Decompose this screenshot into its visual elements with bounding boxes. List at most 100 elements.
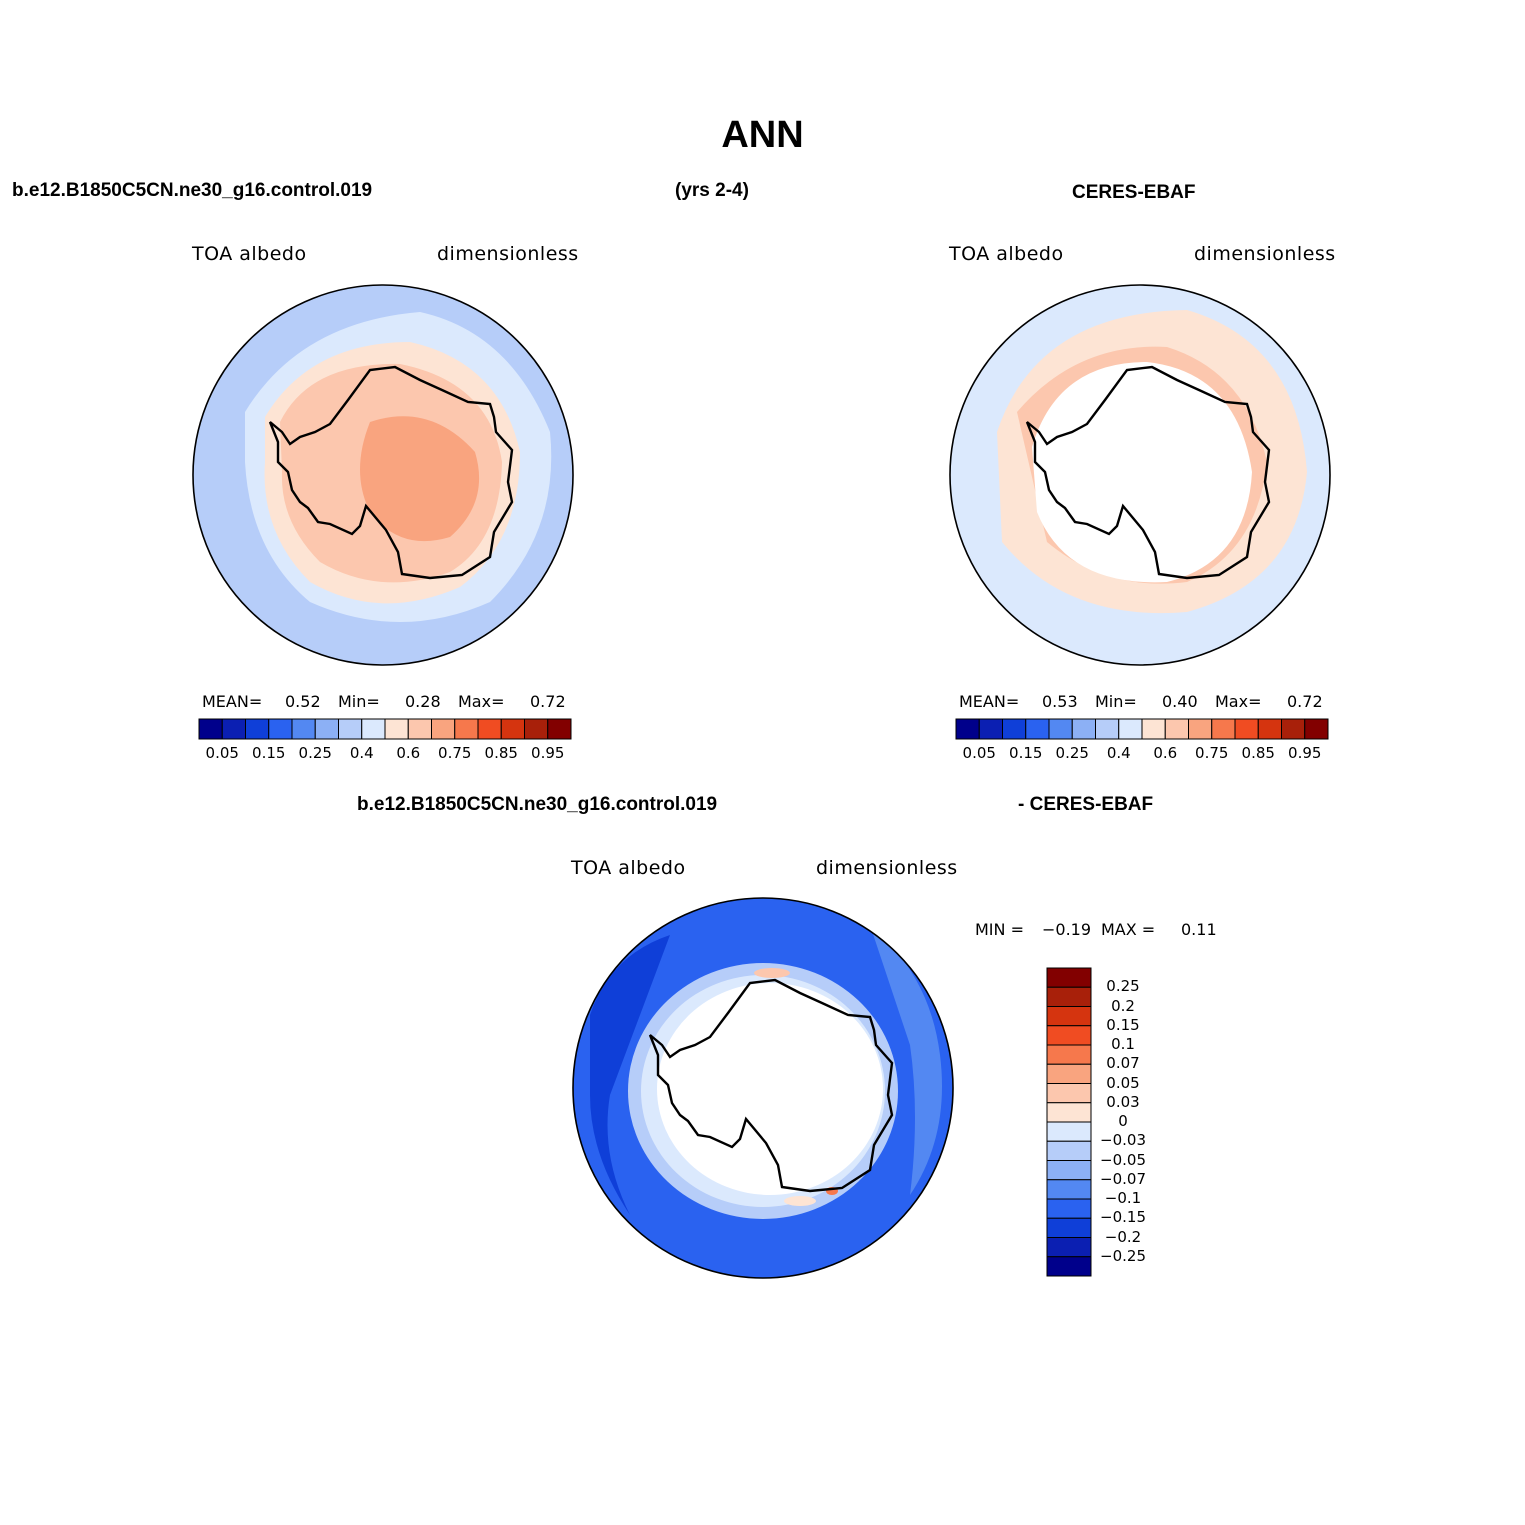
obs-max-value: 0.72	[1287, 692, 1323, 711]
colorbar-tick-label: −0.03	[1100, 1131, 1146, 1150]
colorbar-tick-label: −0.05	[1100, 1150, 1146, 1169]
colorbar-swatch	[407, 718, 432, 740]
obs-units-label: dimensionless	[1194, 243, 1336, 265]
colorbar-tick-label: 0.05	[962, 744, 996, 762]
colorbar-swatch	[1046, 1217, 1092, 1238]
colorbar-swatch	[338, 718, 363, 740]
colorbar-tick-label: 0.95	[1288, 744, 1322, 762]
colorbar-swatch	[1046, 1006, 1092, 1027]
colorbar-tick-label: 0.1	[1111, 1035, 1135, 1053]
diff-max-label: MAX =	[1101, 920, 1156, 939]
colorbar-tick-label: 0.15	[1009, 744, 1043, 762]
colorbar-swatch	[1141, 718, 1166, 740]
colorbar-swatch	[978, 718, 1003, 740]
colorbar-tick-label: −0.2	[1104, 1227, 1142, 1246]
colorbar-swatch	[384, 718, 409, 740]
colorbar-swatch	[1046, 1179, 1092, 1200]
diff-units-label: dimensionless	[816, 857, 958, 879]
obs-variable-label: TOA albedo	[949, 243, 1064, 265]
colorbar-tick-label: 0.75	[438, 744, 472, 762]
colorbar-tick-label: 0.85	[484, 744, 518, 762]
colorbar-tick-label: −0.1	[1104, 1189, 1142, 1207]
diff-max-value: 0.11	[1181, 920, 1217, 939]
colorbar-swatch	[1046, 1063, 1092, 1084]
obs-min-value: 0.40	[1162, 692, 1198, 711]
colorbar-swatch	[1281, 718, 1306, 740]
diff-title-left: b.e12.B1850C5CN.ne30_g16.control.019	[357, 794, 718, 815]
colorbar-swatch	[454, 718, 479, 740]
model-mean-value: 0.52	[285, 692, 321, 711]
colorbar-swatch	[1002, 718, 1027, 740]
colorbar-tick-label: 0.03	[1106, 1092, 1140, 1111]
colorbar-swatch	[1046, 1044, 1092, 1065]
colorbar-swatch	[1046, 1160, 1092, 1181]
colorbar-swatch	[1046, 1140, 1092, 1161]
years-header: (yrs 2-4)	[675, 180, 749, 201]
model-polar-map	[192, 284, 574, 666]
colorbar-swatch	[1046, 1121, 1092, 1142]
colorbar-swatch	[1304, 718, 1329, 740]
colorbar-swatch	[245, 718, 270, 740]
colorbar-swatch	[1095, 718, 1120, 740]
map-fill-diff-positive	[754, 968, 790, 978]
model-units-label: dimensionless	[437, 243, 579, 265]
colorbar-tick-label: 0.4	[349, 744, 374, 762]
page-title: ANN	[721, 114, 804, 156]
map-fill-plateau	[360, 416, 480, 542]
colorbar-swatch	[1071, 718, 1096, 740]
colorbar-tick-label: 0.4	[1106, 744, 1131, 762]
diff-title-right: - CERES-EBAF	[1018, 794, 1154, 815]
colorbar-swatch	[268, 718, 293, 740]
antarctica-coastline	[1025, 365, 1271, 580]
diff-colorbar	[1046, 967, 1092, 1277]
diff-min-value: −0.19	[1042, 920, 1092, 939]
colorbar-swatch	[500, 718, 525, 740]
colorbar-swatch	[221, 718, 246, 740]
map-border	[949, 284, 1331, 666]
colorbar-tick-label: 0.15	[1106, 1015, 1140, 1034]
colorbar-swatch	[1046, 1083, 1092, 1104]
model-min-label: Min=	[338, 692, 380, 711]
model-min-value: 0.28	[405, 692, 441, 711]
colorbar-tick-label: 0.07	[1106, 1054, 1140, 1073]
colorbar-swatch	[431, 718, 456, 740]
colorbar-tick-label: 0.6	[396, 744, 421, 762]
colorbar-swatch	[1234, 718, 1259, 740]
colorbar-tick-label: 0.15	[252, 744, 286, 762]
colorbar-swatch	[1046, 1102, 1092, 1123]
colorbar-swatch	[198, 718, 223, 740]
colorbar-swatch	[524, 718, 549, 740]
colorbar-swatch	[1046, 967, 1092, 988]
colorbar-tick-label: −0.15	[1100, 1208, 1146, 1227]
colorbar-tick-label: 0.25	[1055, 744, 1089, 762]
model-variable-label: TOA albedo	[192, 243, 307, 265]
model-mean-label: MEAN=	[202, 692, 263, 711]
colorbar-swatch	[1046, 1198, 1092, 1219]
colorbar-tick-label: 0.75	[1195, 744, 1229, 762]
map-fill-missing	[657, 983, 883, 1195]
antarctica-coastline	[268, 365, 514, 580]
colorbar-swatch	[1046, 1237, 1092, 1258]
map-border	[572, 897, 954, 1279]
obs-name-header: CERES-EBAF	[1072, 182, 1196, 203]
obs-min-label: Min=	[1095, 692, 1137, 711]
model-max-label: Max=	[458, 692, 505, 711]
colorbar-tick-label: 0.25	[1106, 977, 1140, 996]
colorbar-tick-label: −0.07	[1100, 1169, 1146, 1188]
colorbar-swatch	[1188, 718, 1213, 740]
colorbar-tick-label: 0.05	[1106, 1073, 1140, 1092]
colorbar-swatch	[1046, 986, 1092, 1007]
colorbar-swatch	[1118, 718, 1143, 740]
map-fill-diff-weak	[870, 925, 942, 1195]
antarctica-coastline	[648, 978, 894, 1193]
map-fill-missing	[1032, 362, 1252, 583]
colorbar-swatch	[1025, 718, 1050, 740]
colorbar-swatch	[291, 718, 316, 740]
map-border	[192, 284, 574, 666]
colorbar-tick-label: 0.95	[531, 744, 565, 762]
colorbar-swatch	[1164, 718, 1189, 740]
colorbar-swatch	[314, 718, 339, 740]
colorbar-swatch	[1046, 1256, 1092, 1277]
obs-mean-label: MEAN=	[959, 692, 1020, 711]
colorbar-tick-label: −0.25	[1100, 1246, 1146, 1265]
